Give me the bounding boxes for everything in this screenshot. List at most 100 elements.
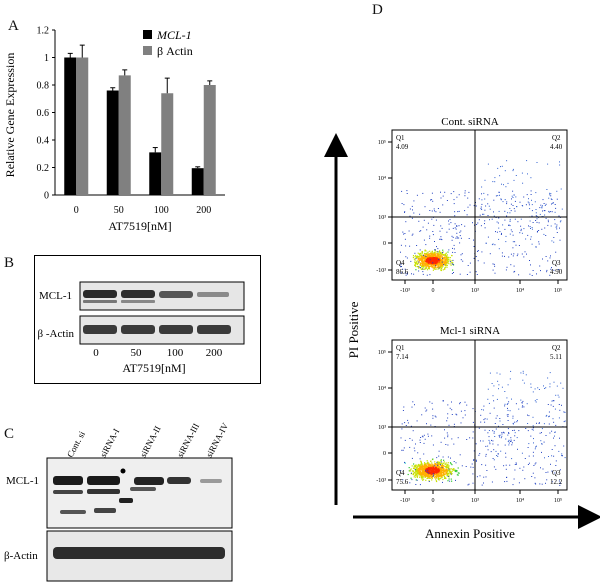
blot-lane-label-200: 200	[206, 347, 223, 359]
legend-swatch-actin	[143, 46, 152, 55]
flow-x-tick-label: 10³	[471, 288, 479, 294]
band-mcl1-lane2-lower	[121, 300, 155, 303]
x-tick-label: 0	[74, 205, 79, 216]
flow-x-tick-label: 10⁵	[554, 498, 562, 504]
q1-label-2: Q1	[396, 344, 405, 352]
flow-plot-title-1: Cont. siRNA	[441, 116, 499, 128]
panel-d-flow: PI Positive Annexin Positive Cont. siRNA…	[324, 116, 600, 541]
panel-c-blot: Cont. si siRNA-I siRNA-II siRNA-III siRN…	[4, 421, 233, 582]
flow-y-tick-label: 10⁴	[378, 386, 386, 392]
panel-letter-c: C	[4, 426, 15, 442]
legend-swatch-mcl1	[143, 30, 152, 39]
flow-plot-title-2: Mcl-1 siRNA	[440, 325, 500, 337]
band-c-bottom-lane1	[60, 510, 86, 514]
q4-value-1: 86.6	[396, 268, 409, 276]
band-c-mcl1-lane2	[87, 476, 120, 485]
bar-actin	[203, 85, 216, 195]
blot-c-lane-label-5: siRNA-IV	[204, 421, 231, 459]
band-actin-lane3	[159, 325, 193, 334]
band-mcl1-lane2	[121, 290, 155, 298]
band-c-mcl1-lane5	[200, 479, 222, 483]
flow-scatter-1	[400, 160, 563, 276]
blot-c-row-label-mcl1: MCL-1	[6, 475, 39, 487]
bar-actin	[76, 57, 89, 195]
flow-y-tick-label: 0	[383, 241, 386, 247]
x-tick-label: 200	[196, 205, 211, 216]
blot-lane-label-50: 50	[131, 347, 143, 359]
flow-y-tick-label: 10⁴	[378, 176, 386, 182]
y-tick-label: 1.2	[37, 26, 50, 37]
blot-row-label-mcl1: MCL-1	[39, 290, 72, 302]
band-c-lower-lane2	[87, 489, 120, 494]
flow-x-tick-label: 10³	[471, 498, 479, 504]
band-c-dot	[120, 468, 126, 474]
panel-a-chart: 0 0.2 0.4 0.6 0.8 1 1.2 0 50 100 200 Relative Gen…	[3, 26, 225, 233]
flow-x-tick-label: 10⁵	[554, 288, 562, 294]
band-c-actin	[53, 547, 225, 559]
flow-x-tick-label: 0	[432, 498, 435, 504]
q1-label-1: Q1	[396, 134, 405, 142]
y-tick-label: 1	[44, 53, 49, 64]
band-c-bottom-lane2	[94, 508, 116, 513]
q1-value-2: 7.14	[396, 353, 409, 361]
x-axis-label: AT7519[nM]	[108, 219, 171, 233]
band-c-mcl1-lane3	[134, 477, 164, 485]
flow-y-tick-label: -10³	[376, 268, 386, 274]
bar-actin	[118, 75, 131, 195]
band-mcl1-lane4	[197, 292, 229, 297]
band-mcl1-lane3	[159, 291, 193, 298]
bar-actin	[161, 93, 174, 195]
blot-lane-label-100: 100	[167, 347, 184, 359]
bar-mcl1	[191, 168, 204, 195]
bar-mcl1	[149, 152, 162, 195]
y-tick-label: 0.4	[37, 136, 50, 147]
q3-label-1: Q3	[552, 259, 561, 267]
annexin-axis-label: Annexin Positive	[425, 526, 515, 541]
blot-c-lane-label-1: Cont. si	[65, 429, 87, 459]
blot-c-lane-label-3: siRNA-II	[138, 424, 163, 459]
x-tick-label: 100	[154, 205, 169, 216]
band-mcl1-lane1	[83, 290, 117, 298]
x-tick-label: 50	[114, 205, 124, 216]
band-actin-lane4	[197, 325, 231, 334]
band-c-lower-lane3	[130, 487, 156, 491]
q1-value-1: 4.09	[396, 143, 409, 151]
blot-c-lane-label-2: siRNA-I	[98, 427, 121, 459]
flow-y-tick-label: 10³	[378, 215, 386, 221]
q2-value-1: 4.40	[550, 143, 563, 151]
bar-mcl1	[106, 90, 119, 195]
flow-x-tick-label: -10³	[400, 288, 410, 294]
q3-value-1: 4.90	[550, 268, 563, 276]
legend: MCL-1 β Actin	[143, 28, 193, 58]
flow-y-tick-label: -10³	[376, 478, 386, 484]
q2-label-2: Q2	[552, 344, 561, 352]
panel-b-frame	[34, 255, 261, 384]
q3-value-2: 12.2	[550, 478, 563, 486]
pi-axis-label: PI Positive	[346, 301, 361, 358]
blot-c-lane-label-4: siRNA-III	[175, 422, 201, 459]
band-actin-lane2	[121, 325, 155, 334]
y-tick-label: 0.2	[37, 163, 50, 174]
legend-label-mcl1: MCL-1	[156, 28, 192, 42]
flow-y-tick-label: 10³	[378, 425, 386, 431]
q2-value-2: 5.11	[550, 353, 562, 361]
band-c-lower-lane1	[53, 490, 83, 494]
blot-lane-label-0: 0	[93, 347, 99, 359]
band-actin-lane1	[83, 325, 117, 334]
panel-b-blot: MCL-1 β -Actin 0 50 100 200 AT7519[nM]	[38, 281, 245, 375]
flow-x-tick-label: 0	[432, 288, 435, 294]
q3-label-2: Q3	[552, 469, 561, 477]
flow-x-tick-label: -10³	[400, 498, 410, 504]
q4-label-1: Q4	[396, 259, 405, 267]
panel-letter-b: B	[4, 255, 15, 271]
blot-row-label-actin: β -Actin	[38, 328, 75, 340]
band-mcl1-lane1-lower	[83, 300, 117, 303]
flow-y-tick-label: 0	[383, 451, 386, 457]
flow-x-tick-label: 10⁴	[516, 288, 524, 294]
blot-x-label: AT7519[nM]	[122, 361, 185, 375]
blot-c-row-label-actin: β-Actin	[4, 550, 38, 562]
flow-scatter-2	[400, 370, 566, 486]
q4-value-2: 75.6	[396, 478, 409, 486]
band-c-spot-lane3	[119, 498, 133, 503]
panel-letter-d: D	[372, 2, 383, 18]
